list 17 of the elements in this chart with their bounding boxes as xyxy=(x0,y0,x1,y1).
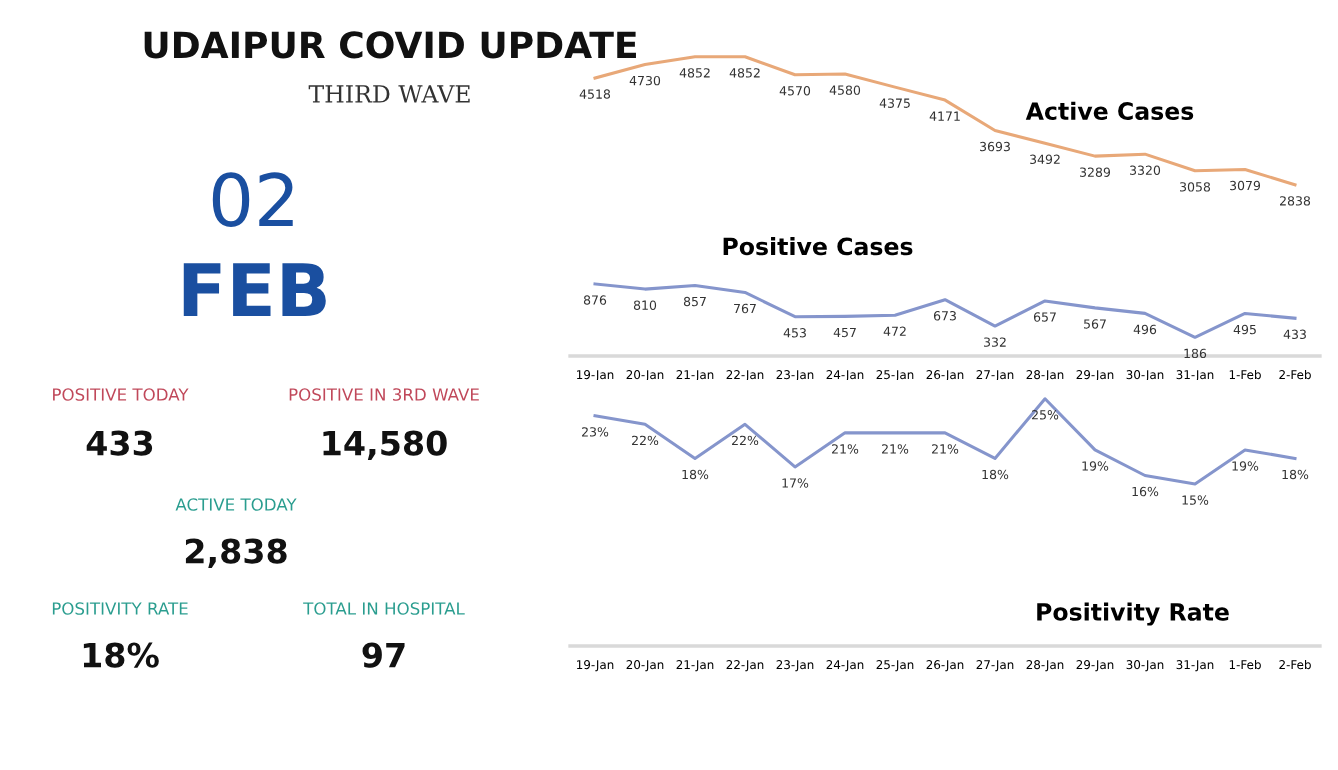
text: THIRD WAVE xyxy=(308,85,470,103)
text: 18% xyxy=(83,642,159,668)
text: UDAIPUR COVID UPDATE xyxy=(144,31,636,59)
text: TOTAL IN HOSPITAL xyxy=(303,602,465,615)
text: Active Cases xyxy=(1025,101,1194,120)
text: FEB xyxy=(183,263,326,316)
text: POSITIVITY RATE xyxy=(52,602,188,615)
text: Positivity Rate xyxy=(1037,602,1229,626)
text: ACTIVE TODAY xyxy=(175,498,297,511)
text: 433 xyxy=(86,430,153,456)
text: POSITIVE IN 3RD WAVE xyxy=(289,388,479,401)
text: 14,580 xyxy=(323,430,447,460)
chart-title: Positive Cases xyxy=(723,237,913,256)
text: POSITIVE TODAY xyxy=(53,388,189,401)
text: 97 xyxy=(362,642,405,668)
text: 02 xyxy=(212,172,293,227)
text: 2,838 xyxy=(185,538,287,568)
